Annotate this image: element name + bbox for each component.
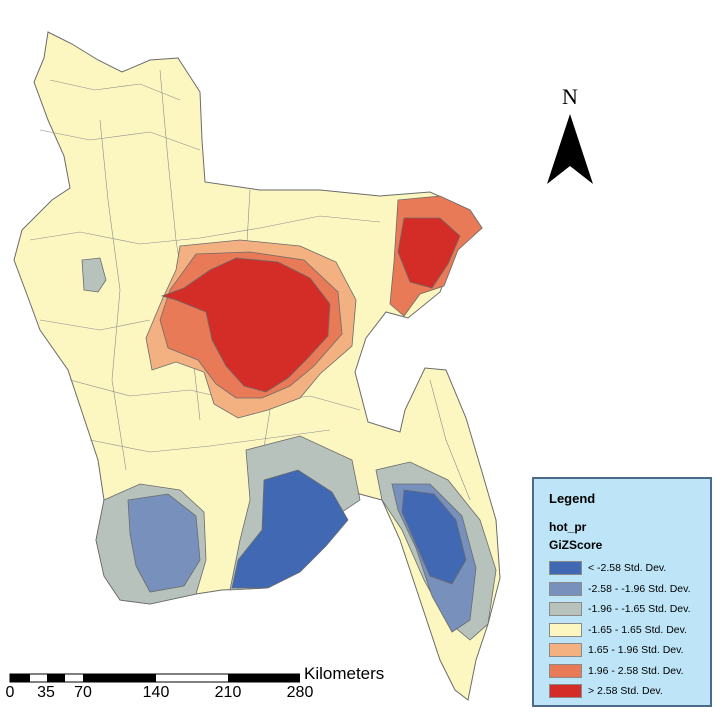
legend-class-list: < -2.58 Std. Dev. -2.58 - -1.96 Std. Dev.… xyxy=(549,558,710,702)
legend-swatch xyxy=(549,581,582,596)
region-cold-99-east xyxy=(401,489,467,585)
scale-tick-label: 70 xyxy=(74,684,92,701)
legend-swatch xyxy=(549,643,582,658)
legend-swatch xyxy=(549,602,582,617)
scale-unit-label: Kilometers xyxy=(304,664,385,683)
north-arrow: N xyxy=(540,84,600,194)
legend-swatch xyxy=(549,663,582,678)
legend-panel: Legend hot_pr GiZScore < -2.58 Std. Dev.… xyxy=(532,477,712,707)
legend-layer-name: hot_pr xyxy=(549,520,587,534)
legend-item: < -2.58 Std. Dev. xyxy=(549,558,710,579)
legend-swatch xyxy=(549,622,582,637)
north-label: N xyxy=(562,84,578,109)
region-cold-99-central xyxy=(231,469,349,589)
legend-item: -2.58 - -1.96 Std. Dev. xyxy=(549,579,710,600)
scale-tick-label: 210 xyxy=(214,684,242,701)
region-hot-northeast-99 xyxy=(397,217,461,289)
legend-item-label: -1.96 - -1.65 Std. Dev. xyxy=(588,603,691,616)
region-hot-99 xyxy=(160,257,331,393)
legend-item-label: 1.96 - 2.58 Std. Dev. xyxy=(588,664,684,677)
region-cold-90-northwest xyxy=(81,257,107,293)
legend-item-label: 1.65 - 1.96 Std. Dev. xyxy=(588,644,684,657)
legend-item-label: > 2.58 Std. Dev. xyxy=(588,685,663,698)
legend-field-name: GiZScore xyxy=(549,538,603,552)
legend-item-label: < -2.58 Std. Dev. xyxy=(588,562,667,575)
legend-item: 1.65 - 1.96 Std. Dev. xyxy=(549,640,710,661)
legend-swatch xyxy=(549,684,582,699)
scale-tick-label: 0 xyxy=(5,684,15,701)
legend-item: > 2.58 Std. Dev. xyxy=(549,681,710,702)
scale-bar: Kilometers 0 35 70 140 210 280 xyxy=(0,662,400,702)
legend-item-label: -2.58 - -1.96 Std. Dev. xyxy=(588,582,691,595)
legend-item: 1.96 - 2.58 Std. Dev. xyxy=(549,661,710,682)
legend-item-label: -1.65 - 1.65 Std. Dev. xyxy=(588,623,688,636)
scale-tick-label: 140 xyxy=(142,684,170,701)
legend-item: -1.65 - 1.65 Std. Dev. xyxy=(549,620,710,641)
region-cold-95-west xyxy=(127,493,201,593)
legend-item: -1.96 - -1.65 Std. Dev. xyxy=(549,599,710,620)
scale-tick-label: 35 xyxy=(37,684,55,701)
legend-title: Legend xyxy=(549,491,596,506)
scale-tick-label: 280 xyxy=(286,684,314,701)
north-arrow-icon xyxy=(547,114,593,184)
legend-swatch xyxy=(549,561,582,576)
scale-bar-graphic xyxy=(9,673,300,683)
